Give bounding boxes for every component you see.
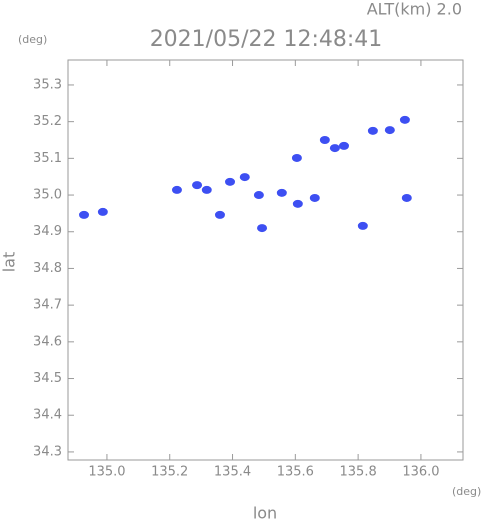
x-tick-label: 135.4 bbox=[214, 465, 251, 480]
echo-point bbox=[384, 126, 395, 135]
y-tick-label: 34.8 bbox=[33, 261, 62, 276]
y-tick-label: 34.3 bbox=[33, 444, 62, 459]
x-tick-label: 135.2 bbox=[151, 465, 188, 480]
altitude-label: ALT(km) 2.0 bbox=[367, 0, 462, 19]
echo-point bbox=[79, 210, 90, 219]
echo-point bbox=[171, 185, 182, 194]
echo-point bbox=[367, 126, 378, 135]
echo-point bbox=[329, 144, 340, 153]
x-tick-label: 135.0 bbox=[88, 465, 125, 480]
plot-frame bbox=[67, 59, 464, 461]
chart-title: 2021/05/22 12:48:41 bbox=[150, 27, 383, 52]
echo-point bbox=[225, 177, 236, 186]
y-tick-label: 34.7 bbox=[33, 298, 62, 313]
y-unit: (deg) bbox=[18, 33, 47, 46]
echo-point bbox=[401, 193, 412, 202]
echo-point bbox=[276, 188, 287, 197]
echo-point bbox=[291, 153, 302, 162]
echo-point bbox=[319, 136, 330, 144]
y-tick-label: 35.0 bbox=[33, 188, 62, 203]
echo-point bbox=[253, 191, 264, 200]
echo-point bbox=[214, 210, 225, 219]
x-tick-label: 136.0 bbox=[402, 465, 439, 480]
x-tick-label: 135.6 bbox=[277, 465, 314, 480]
y-tick-label: 34.6 bbox=[33, 334, 62, 349]
y-axis-label: lat bbox=[0, 252, 19, 273]
y-tick-label: 35.2 bbox=[33, 114, 62, 129]
echo-point bbox=[257, 224, 268, 233]
echo-point bbox=[357, 221, 368, 230]
echo-point bbox=[192, 181, 203, 190]
x-axis-label: lon bbox=[253, 504, 277, 521]
echo-point bbox=[239, 173, 250, 182]
echo-point bbox=[201, 185, 212, 194]
y-tick-label: 34.9 bbox=[33, 224, 62, 239]
y-tick-label: 35.3 bbox=[33, 77, 62, 92]
echo-point bbox=[399, 115, 410, 124]
y-tick-label: 35.1 bbox=[33, 151, 62, 166]
x-tick-label: 135.8 bbox=[340, 465, 377, 480]
echo-point bbox=[97, 207, 108, 216]
echo-point bbox=[309, 193, 320, 202]
y-tick-label: 34.4 bbox=[33, 408, 62, 423]
x-unit: (deg) bbox=[452, 485, 481, 498]
echo-point bbox=[338, 141, 349, 150]
y-tick-label: 34.5 bbox=[33, 371, 62, 386]
echo-point bbox=[292, 199, 303, 208]
